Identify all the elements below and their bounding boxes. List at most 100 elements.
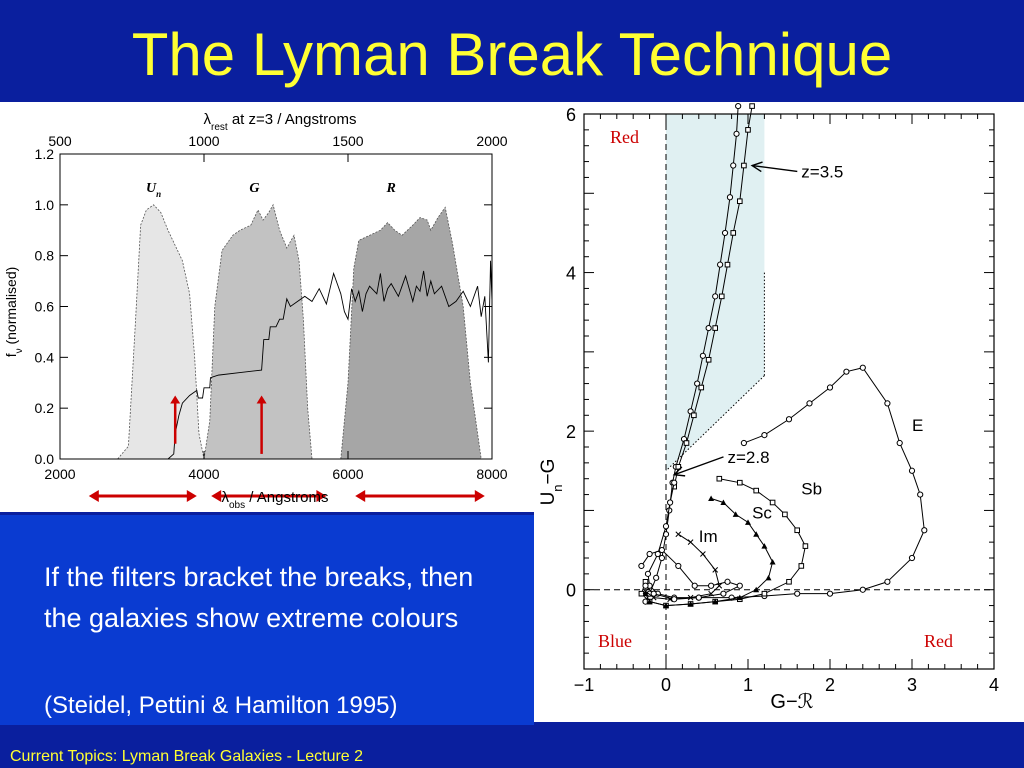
- filter-curve-u: [116, 204, 205, 460]
- track-point: [644, 570, 652, 577]
- track-point: [683, 440, 690, 446]
- track-line-0: [645, 106, 739, 602]
- y-tick-label: 0: [566, 581, 576, 601]
- y-tick-label: 6: [566, 105, 576, 125]
- track-point: [785, 416, 793, 423]
- track-point: [730, 230, 737, 236]
- filter-curve-g: [203, 203, 313, 460]
- track-point: [691, 412, 697, 419]
- track-point: [732, 511, 739, 517]
- track-point: [687, 539, 694, 545]
- track-point: [761, 432, 768, 439]
- plot-frame: [583, 113, 995, 670]
- track-point: [798, 563, 805, 569]
- track-point: [718, 293, 725, 300]
- track-point: [761, 590, 768, 597]
- bottom-axis-label-symbol: λ: [222, 489, 230, 506]
- annotation-arrow: [673, 456, 724, 476]
- track-point: [736, 582, 743, 589]
- filter-label-u: Un: [146, 181, 161, 199]
- track-point: [716, 475, 723, 482]
- track-point: [705, 356, 712, 363]
- filter-label-name: G: [249, 181, 259, 196]
- top-tick-label: 1000: [188, 133, 219, 149]
- track-point: [736, 594, 743, 601]
- y-axis-label-sub: n: [550, 484, 565, 491]
- track-point: [646, 598, 653, 605]
- track-point: [708, 495, 715, 502]
- track-point: [769, 499, 776, 506]
- track-point: [735, 102, 742, 110]
- track-point: [694, 380, 701, 387]
- track-point: [794, 527, 800, 534]
- bottom-axis-label: λobs / Angstroms: [222, 489, 329, 511]
- track-point: [671, 479, 678, 486]
- track-line-1: [673, 105, 753, 487]
- track-point: [675, 531, 682, 538]
- filter-label-sub: n: [156, 189, 161, 199]
- x-tick-label: 1: [743, 675, 753, 695]
- track-point: [769, 558, 776, 565]
- y-tick-label: 0.4: [35, 349, 55, 365]
- track-point: [650, 590, 657, 597]
- chart-background: [534, 102, 1024, 722]
- track-point: [712, 325, 718, 331]
- annotation-label: Im: [699, 527, 718, 546]
- filter-range-arrow-head-right: [186, 490, 197, 502]
- track-point: [896, 439, 903, 447]
- x-tick-label: 8000: [476, 466, 507, 482]
- annotation-label: E: [912, 416, 923, 435]
- track-point: [699, 352, 706, 359]
- y-tick-label: 1.2: [35, 146, 55, 162]
- break-arrow-head: [170, 395, 181, 404]
- track-point: [721, 229, 729, 237]
- track-point: [745, 519, 751, 525]
- track-point: [671, 596, 678, 603]
- annotation-label: Sb: [801, 480, 822, 499]
- bullet-text: If the filters bracket the breaks, then …: [44, 562, 474, 633]
- track-point: [786, 578, 792, 585]
- top-axis-label: λrest at z=3 / Angstroms: [204, 111, 357, 133]
- filter-label-g: G: [249, 181, 259, 196]
- track-point: [646, 550, 653, 558]
- annotation-arrow-head: [750, 161, 763, 173]
- x-tick-label: 3: [907, 675, 917, 695]
- filter-range-arrow-head-left: [211, 490, 222, 502]
- y-tick-label: 0.8: [35, 248, 55, 264]
- track-point: [782, 511, 788, 518]
- filter-label-name: U: [146, 181, 157, 196]
- annotation-label: z=3.5: [801, 162, 843, 181]
- track-point: [859, 586, 866, 593]
- track-point: [700, 551, 706, 557]
- track-point: [687, 594, 694, 601]
- track-point: [642, 590, 649, 597]
- track-point: [675, 562, 682, 570]
- y-tick-label: 1.0: [35, 197, 55, 213]
- track-point: [658, 554, 666, 562]
- x-axis-label: G−ℛ: [770, 691, 813, 713]
- x-tick-label: 2: [825, 675, 835, 695]
- filter-curve-r: [340, 206, 482, 460]
- filter-range-arrow-head-right: [474, 490, 485, 502]
- corner-label-bottom-left: Blue: [598, 631, 632, 651]
- x-tick-label: 4: [989, 675, 999, 695]
- track-line-5: [645, 533, 720, 600]
- y-axis-label-main: U: [538, 492, 559, 506]
- track-point: [917, 491, 924, 498]
- filter-label-r: R: [386, 181, 396, 196]
- track-point: [884, 578, 891, 585]
- x-tick-label: 0: [661, 675, 671, 695]
- filter-range-arrow-head-left: [355, 490, 366, 502]
- track-point: [826, 590, 834, 597]
- x-tick-label: 6000: [332, 466, 363, 482]
- colour-plot-area: z=3.5 z=2.8 E Sb Sc Im −1 0 1 2 3 4 0 2 4 6: [566, 102, 999, 695]
- track-point: [687, 600, 694, 607]
- annotation-label: Sc: [752, 503, 772, 522]
- track-point: [705, 324, 712, 332]
- track-point: [765, 574, 772, 581]
- track-point: [740, 439, 747, 447]
- track-point: [859, 364, 866, 371]
- top-axis-label-symbol: λ: [204, 111, 212, 128]
- track-point: [806, 400, 813, 407]
